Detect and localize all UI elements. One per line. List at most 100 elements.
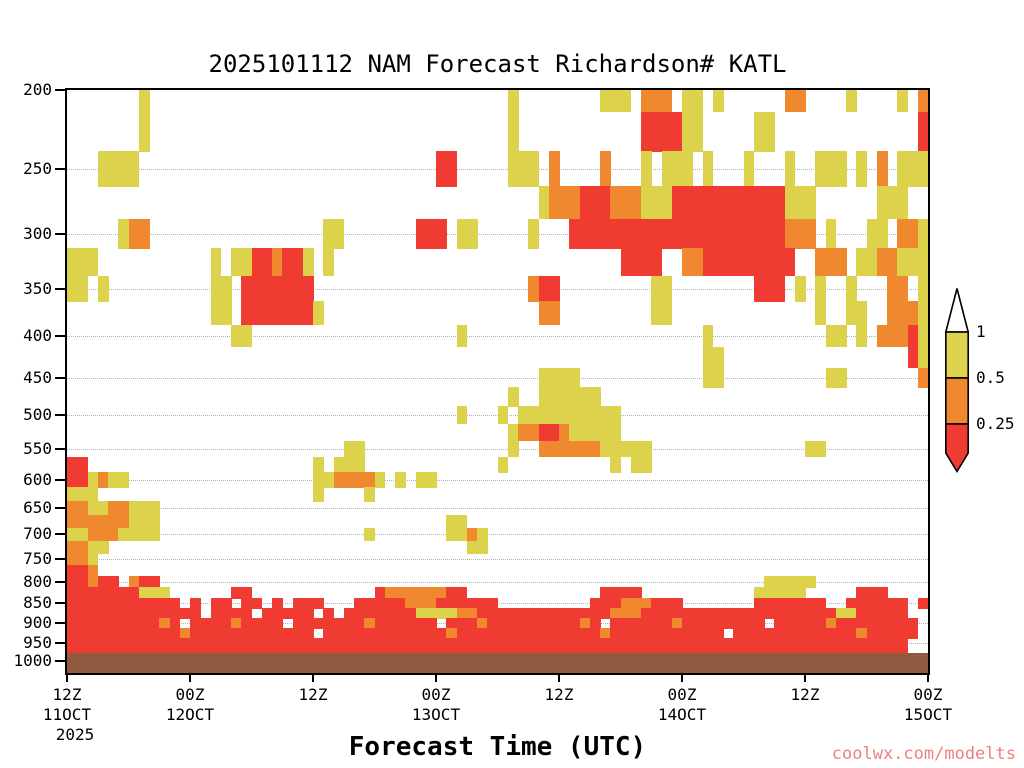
colorbar-low-segment: [944, 423, 970, 474]
heatmap-cell: [313, 456, 324, 473]
heatmap-cell: [682, 248, 693, 277]
heatmap-cell: [579, 440, 591, 458]
heatmap-cell: [272, 628, 283, 639]
heatmap-cell: [784, 90, 796, 113]
heatmap-cell: [528, 647, 540, 658]
heatmap-cell: [805, 608, 816, 620]
heatmap-cell: [538, 440, 550, 458]
colorbar-label-025: 0.25: [976, 414, 1015, 433]
heatmap-cell: [395, 618, 406, 630]
heatmap-cell: [774, 608, 786, 620]
heatmap-cell: [97, 501, 109, 516]
x-axis-tick: [804, 673, 806, 682]
heatmap-cell: [210, 248, 222, 277]
heatmap-cell: [67, 275, 78, 302]
heatmap-cell: [866, 587, 878, 599]
heatmap-cell: [118, 628, 130, 639]
heatmap-cell: [897, 218, 909, 249]
heatmap-cell: [251, 597, 263, 610]
heatmap-cell: [231, 608, 242, 620]
heatmap-cell: [384, 628, 396, 639]
heatmap-cell: [118, 618, 130, 630]
heatmap-cell: [179, 647, 191, 658]
heatmap-cell: [784, 647, 796, 658]
heatmap-cell: [743, 628, 755, 639]
heatmap-cell: [702, 647, 714, 658]
heatmap-cell: [313, 647, 324, 658]
heatmap-cell: [128, 647, 140, 658]
heatmap-cell: [251, 248, 263, 277]
heatmap-cell: [241, 587, 253, 599]
heatmap-cell: [313, 597, 324, 610]
colorbar-label-1: 1: [976, 322, 986, 341]
heatmap-cell: [436, 608, 447, 620]
heatmap-cell: [77, 501, 89, 516]
heatmap-cell: [231, 618, 242, 630]
heatmap-cell: [548, 608, 560, 620]
heatmap-cell: [425, 628, 437, 639]
heatmap-cell: [231, 637, 242, 648]
heatmap-cell: [620, 597, 632, 610]
heatmap-cell: [87, 647, 99, 658]
heatmap-cell: [497, 628, 509, 639]
heatmap-cell: [743, 618, 755, 630]
heatmap-cell: [67, 576, 78, 588]
heatmap-cell: [692, 248, 704, 277]
heatmap-cell: [374, 608, 386, 620]
heatmap-cell: [87, 472, 99, 488]
heatmap-cell: [97, 618, 109, 630]
heatmap-cell: [661, 186, 673, 220]
x-axis-date-label: 12OCT: [165, 705, 215, 724]
heatmap-cell: [784, 597, 796, 610]
heatmap-cell: [569, 637, 581, 648]
heatmap-cell: [538, 387, 550, 407]
heatmap-cell: [794, 275, 806, 302]
heatmap-cell: [641, 618, 652, 630]
heatmap-cell: [825, 324, 837, 348]
heatmap-cell: [630, 186, 642, 220]
heatmap-cell: [87, 637, 99, 648]
heatmap-cell: [866, 248, 878, 277]
heatmap-cell: [138, 618, 150, 630]
heatmap-cell: [87, 576, 99, 588]
heatmap-cell: [128, 637, 140, 648]
heatmap-cell: [641, 440, 652, 458]
y-axis-label: 500: [23, 405, 52, 424]
heatmap-cell: [784, 628, 796, 639]
heatmap-cell: [87, 527, 99, 542]
heatmap-cell: [712, 618, 724, 630]
heatmap-cell: [579, 618, 591, 630]
heatmap-cell: [302, 608, 314, 620]
heatmap-cell: [753, 111, 765, 152]
heatmap-cell: [600, 587, 611, 599]
heatmap-cell: [384, 647, 396, 658]
heatmap-cell: [723, 186, 734, 220]
heatmap-cell: [138, 597, 150, 610]
plot-area: [65, 88, 930, 675]
heatmap-cell: [436, 218, 447, 249]
heatmap-cell: [77, 527, 89, 542]
heatmap-cell: [138, 628, 150, 639]
heatmap-cell: [528, 218, 540, 249]
heatmap-cell: [682, 637, 693, 648]
heatmap-cell: [548, 647, 560, 658]
heatmap-cell: [784, 248, 796, 277]
heatmap-cell: [682, 628, 693, 639]
heatmap-cell: [456, 628, 468, 639]
surface-band: [67, 652, 928, 673]
heatmap-cell: [641, 186, 652, 220]
heatmap-cell: [292, 275, 304, 302]
heatmap-cell: [159, 647, 171, 658]
heatmap-cell: [887, 324, 898, 348]
heatmap-cell: [774, 587, 786, 599]
heatmap-cell: [425, 618, 437, 630]
heatmap-cell: [702, 618, 714, 630]
heatmap-cell: [528, 628, 540, 639]
heatmap-cell: [559, 608, 570, 620]
heatmap-cell: [641, 456, 652, 473]
heatmap-cell: [692, 618, 704, 630]
heatmap-cell: [138, 527, 150, 542]
heatmap-cell: [907, 346, 919, 369]
heatmap-cell: [67, 248, 78, 277]
heatmap-cell: [190, 647, 201, 658]
